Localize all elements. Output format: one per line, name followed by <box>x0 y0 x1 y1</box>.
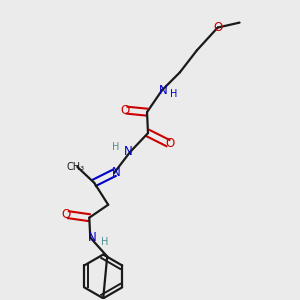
Text: CH₃: CH₃ <box>66 162 84 172</box>
Text: N: N <box>159 84 167 97</box>
Text: O: O <box>165 136 175 149</box>
Text: N: N <box>88 231 97 244</box>
Text: O: O <box>121 104 130 117</box>
Text: H: H <box>112 142 120 152</box>
Text: H: H <box>100 237 108 247</box>
Text: N: N <box>124 146 133 158</box>
Text: H: H <box>170 89 178 99</box>
Text: O: O <box>62 208 71 221</box>
Text: N: N <box>112 167 121 179</box>
Text: O: O <box>213 21 222 34</box>
